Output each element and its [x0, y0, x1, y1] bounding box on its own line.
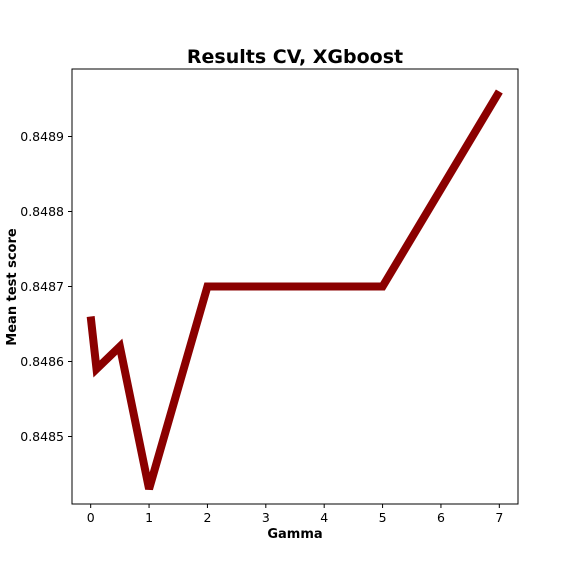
x-tick-label: 0	[87, 510, 95, 525]
y-axis-label: Mean test score	[5, 228, 20, 346]
x-axis-label: Gamma	[267, 527, 322, 542]
x-tick-label: 3	[262, 510, 270, 525]
y-axis: 0.8485 0.8486 0.8487 0.8488 0.8489	[20, 129, 72, 444]
chart-title: Results CV, XGboost	[187, 46, 403, 68]
plot-area	[86, 89, 503, 491]
x-tick-label: 1	[145, 510, 153, 525]
x-tick-label: 6	[437, 510, 445, 525]
x-axis: 0 1 2 3 4 5 6 7	[87, 504, 503, 525]
x-tick-label: 2	[203, 510, 211, 525]
y-tick-label: 0.8486	[20, 354, 64, 369]
y-tick-label: 0.8489	[20, 129, 64, 144]
y-tick-label: 0.8488	[20, 204, 64, 219]
x-tick-label: 7	[495, 510, 503, 525]
x-tick-label: 4	[320, 510, 328, 525]
y-tick-label: 0.8487	[20, 279, 64, 294]
x-tick-label: 5	[379, 510, 387, 525]
y-tick-label: 0.8485	[20, 429, 64, 444]
